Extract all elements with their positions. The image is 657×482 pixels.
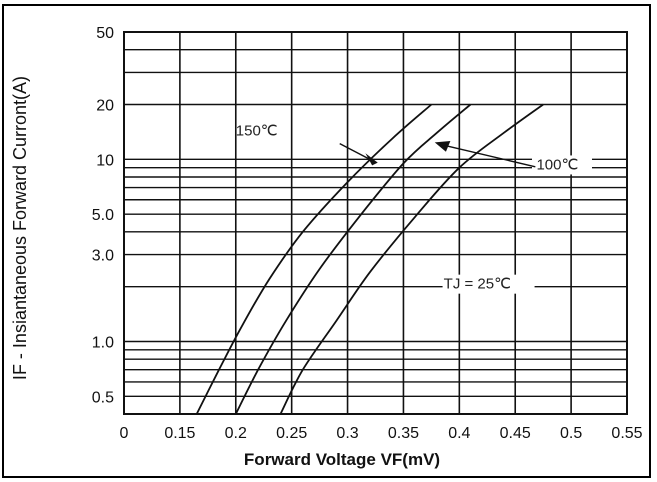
annotation-25c-bg [442, 274, 535, 294]
y-tick-label: 5.0 [92, 207, 114, 224]
annotation-100c-arrowhead [434, 141, 451, 152]
annotations: 150℃ 100℃ TJ = 25℃ [236, 123, 592, 294]
plot-border [123, 31, 628, 415]
x-tick-label: 0.35 [388, 425, 419, 442]
annotation-25c: TJ = 25℃ [444, 276, 511, 293]
x-tick-label: 0.25 [276, 425, 307, 442]
annotation-150c-arrowhead [365, 153, 378, 166]
x-tick-label: 0.4 [448, 425, 470, 442]
annotation-100c-bg [531, 155, 592, 175]
x-tick-label: 0.5 [560, 425, 582, 442]
x-tick-label: 0.55 [611, 425, 642, 442]
y-axis-label: IF - Insiantaneous Forward Curront(A) [10, 76, 30, 380]
annotation-150c-leader [339, 142, 371, 160]
y-tick-label: 50 [96, 25, 114, 42]
annotation-150c: 150℃ [236, 123, 278, 140]
curve-100c [234, 103, 472, 414]
curves [195, 103, 544, 414]
x-tick-label: 0.2 [225, 425, 247, 442]
annotation-100c-leader [442, 144, 536, 168]
grid [123, 31, 628, 415]
x-tick-label: 0.45 [500, 425, 531, 442]
y-tick-label: 0.5 [92, 389, 114, 406]
x-tick-label: 0.15 [164, 425, 195, 442]
curve-150c [195, 103, 432, 414]
y-tick-label: 1.0 [92, 335, 114, 352]
x-tick-label: 0.3 [336, 425, 358, 442]
y-tick-label: 10 [96, 152, 114, 169]
y-tick-label: 3.0 [92, 248, 114, 265]
y-tick-labels: 0.5 1.0 3.0 5.0 10 20 50 [92, 25, 114, 406]
chart-frame [2, 4, 651, 478]
y-tick-label: 20 [96, 97, 114, 114]
x-tick-label: 0 [120, 425, 129, 442]
annotation-100c: 100℃ [536, 156, 578, 173]
x-tick-labels: 0 0.15 0.2 0.25 0.3 0.35 0.4 0.45 0.5 0.55 [120, 425, 643, 442]
x-axis-label: Forward Voltage VF(mV) [244, 450, 440, 469]
curve-25c [279, 103, 544, 414]
